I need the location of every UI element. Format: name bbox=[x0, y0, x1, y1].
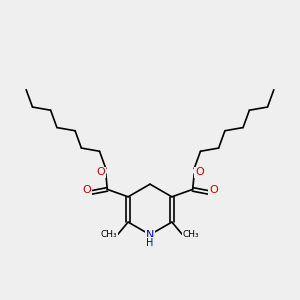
Text: CH₃: CH₃ bbox=[101, 230, 118, 239]
Text: CH₃: CH₃ bbox=[182, 230, 199, 239]
Text: O: O bbox=[96, 167, 105, 177]
Text: N: N bbox=[146, 230, 154, 240]
Text: O: O bbox=[82, 185, 91, 195]
Text: O: O bbox=[195, 167, 204, 177]
Text: O: O bbox=[209, 185, 218, 195]
Text: H: H bbox=[146, 238, 154, 248]
